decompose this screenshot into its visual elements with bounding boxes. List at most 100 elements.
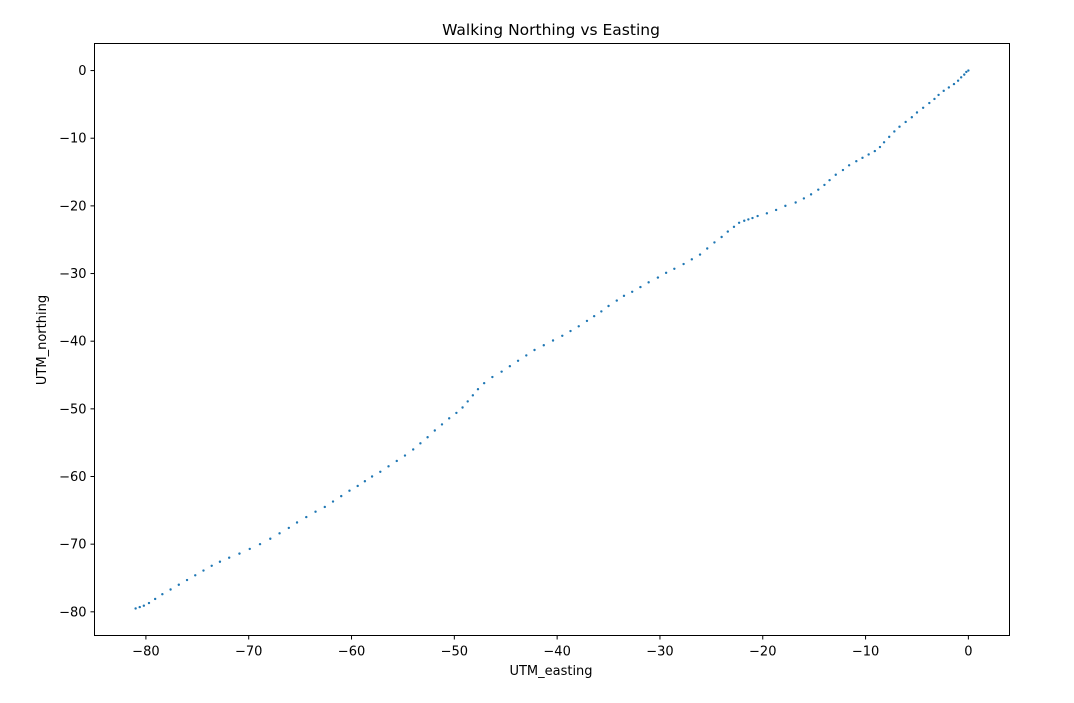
plot-frame: [94, 43, 1010, 636]
data-point: [569, 329, 572, 333]
data-point: [809, 193, 813, 196]
data-point: [491, 375, 494, 379]
data-point: [323, 505, 326, 509]
data-point: [942, 89, 945, 93]
data-point: [656, 276, 660, 279]
data-point: [278, 532, 281, 535]
data-point: [828, 178, 831, 182]
y-tick-label: −80: [59, 605, 86, 620]
data-point: [847, 164, 851, 167]
data-point: [269, 537, 272, 540]
x-axis-label: UTM_easting: [509, 664, 592, 679]
data-point: [585, 319, 589, 323]
data-point: [784, 204, 787, 208]
data-point: [412, 448, 415, 451]
y-tick-label: −50: [59, 402, 86, 417]
data-point: [802, 197, 806, 200]
data-point: [202, 569, 205, 572]
data-point: [533, 348, 536, 352]
x-tick-label: −80: [132, 645, 159, 660]
data-point: [682, 262, 685, 266]
data-point: [690, 258, 694, 261]
data-point: [395, 459, 398, 463]
data-point: [823, 183, 826, 187]
data-point: [447, 417, 451, 420]
data-point: [622, 294, 626, 298]
data-point: [915, 111, 919, 114]
data-point: [258, 542, 262, 546]
y-tick-label: 0: [78, 64, 86, 79]
data-point: [904, 120, 907, 124]
data-point: [287, 526, 291, 530]
data-point: [647, 281, 650, 284]
x-tick-label: −50: [441, 645, 468, 660]
data-point: [867, 153, 870, 156]
data-point: [673, 267, 676, 270]
y-tick-label: −30: [59, 267, 86, 282]
data-point: [873, 149, 877, 153]
data-point: [959, 76, 963, 79]
y-axis-ticks: 0 −10 −20 −30 −40 −50 −60 −70 −80: [59, 64, 95, 620]
data-point: [471, 394, 475, 397]
data-point: [737, 221, 741, 224]
data-point: [933, 97, 936, 101]
data-point: [169, 588, 172, 591]
data-point: [403, 454, 407, 457]
data-point: [379, 470, 382, 473]
data-point: [607, 304, 610, 308]
data-point: [747, 218, 750, 221]
data-point: [732, 225, 736, 229]
data-point: [921, 106, 925, 109]
data-point: [370, 475, 374, 478]
data-point: [937, 93, 940, 97]
data-point: [248, 547, 251, 551]
x-tick-label: −10: [852, 645, 879, 660]
data-point: [551, 339, 555, 342]
data-point: [348, 489, 351, 492]
data-point: [295, 521, 299, 524]
x-tick-label: −60: [338, 645, 365, 660]
data-point: [419, 442, 422, 445]
data-point: [314, 510, 317, 513]
data-point: [956, 79, 960, 82]
y-tick-label: −60: [59, 470, 86, 485]
x-tick-label: 0: [964, 645, 972, 660]
data-point: [726, 230, 729, 233]
data-point: [794, 201, 797, 204]
data-point: [331, 500, 335, 503]
y-tick-label: −10: [59, 132, 86, 147]
data-point: [177, 583, 180, 586]
data-point: [893, 130, 896, 133]
data-point: [861, 156, 864, 160]
data-point: [433, 429, 436, 432]
data-point: [142, 604, 146, 607]
data-point: [615, 299, 618, 302]
data-point: [965, 70, 968, 74]
data-point: [774, 208, 778, 212]
data-point: [516, 359, 520, 363]
data-point: [461, 406, 464, 409]
data-point: [756, 214, 759, 218]
x-tick-label: −20: [749, 645, 776, 660]
data-point: [743, 219, 746, 222]
data-point: [185, 578, 189, 582]
y-tick-label: −20: [59, 199, 86, 214]
data-point: [466, 400, 469, 403]
data-point: [910, 116, 914, 119]
data-point: [713, 241, 716, 244]
data-point: [928, 101, 931, 105]
data-point: [426, 436, 429, 439]
data-point: [963, 73, 966, 76]
data-point: [898, 125, 901, 128]
data-point: [440, 423, 444, 426]
data-point: [952, 82, 956, 86]
y-tick-label: −70: [59, 538, 86, 553]
data-point: [482, 381, 486, 385]
chart-title: Walking Northing vs Easting: [442, 21, 660, 39]
data-point: [363, 480, 367, 483]
data-point: [218, 560, 222, 563]
data-point: [455, 411, 458, 415]
data-point: [577, 325, 580, 328]
